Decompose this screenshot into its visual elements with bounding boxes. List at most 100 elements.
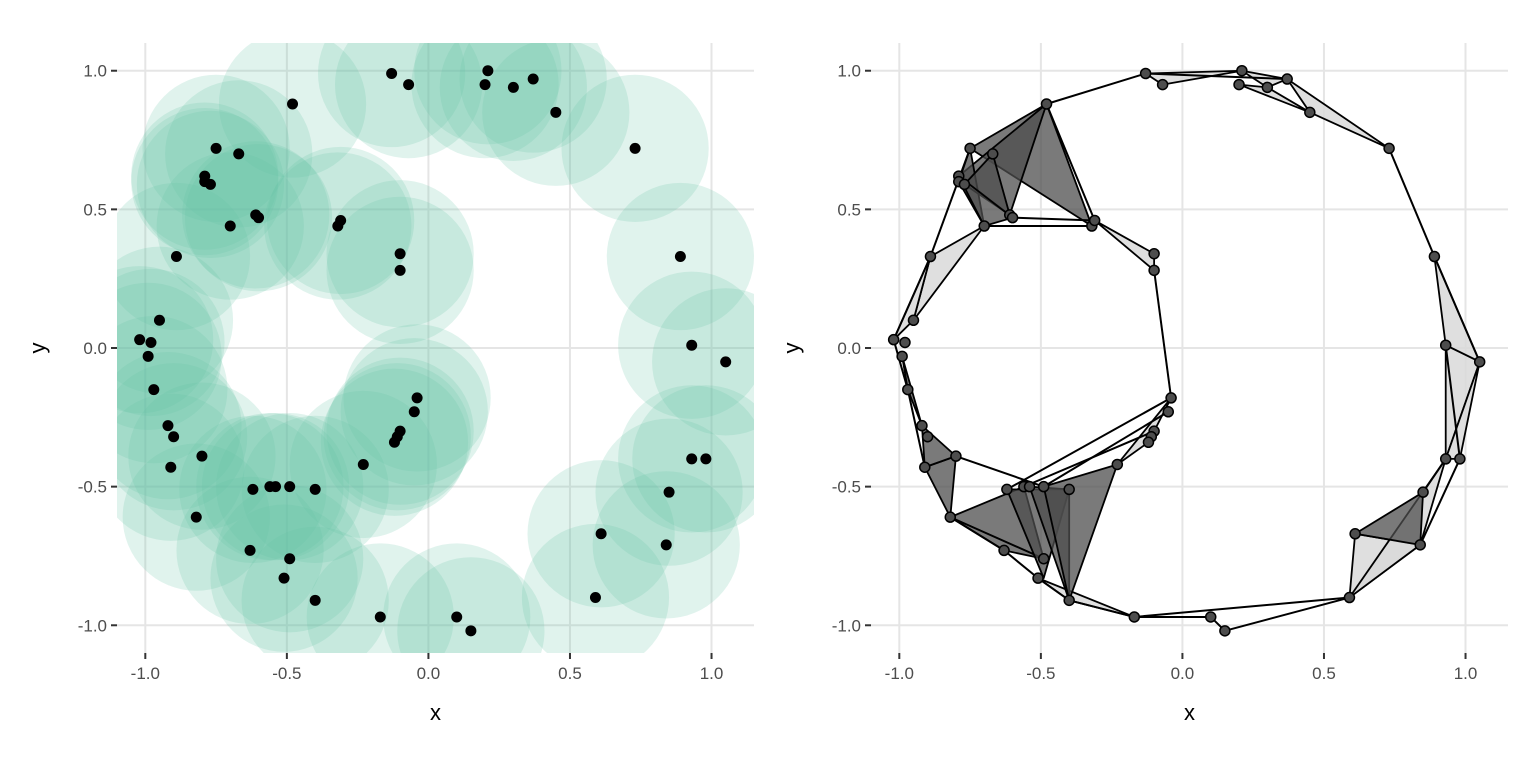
simplex-node [1439,339,1452,351]
left-y-tick-label: 0.5 [83,200,107,219]
right-edges [892,72,1481,632]
data-point [720,356,732,368]
simplex-triangle-light [1093,219,1156,272]
simplex-node [950,450,962,462]
data-point [270,481,282,493]
data-point [142,350,154,362]
simplex-triangle-light [1444,360,1481,460]
coverage-disc [218,43,367,178]
simplex-node [1037,480,1050,493]
right-x-tick-label: 0.0 [1171,664,1195,683]
simplex-edge [929,148,972,257]
left-discs [117,43,754,653]
right-y-axis-title: y [779,343,804,354]
simplex-node [1349,528,1361,540]
simplex-node [1343,591,1356,604]
simplex-node [916,419,928,432]
data-point [374,611,386,623]
simplex-node [1142,436,1155,449]
simplex-node [1162,406,1175,418]
coverage-disc [117,352,242,500]
simplex-node [1032,572,1044,584]
data-point [148,384,160,396]
simplex-node [1156,78,1169,91]
left-x-tick-label: -0.5 [272,664,301,683]
data-point [204,178,216,190]
data-point [394,264,406,276]
simplex-edge [1388,147,1436,257]
data-point [595,528,607,540]
data-point [686,339,698,351]
data-point [233,148,245,160]
coverage-disc [439,43,587,161]
coverage-disc [459,43,607,153]
simplex-node [899,336,911,349]
simplex-node [1128,611,1141,623]
simplex-node [1439,453,1452,465]
simplex-node [1261,81,1274,94]
simplex-edge [1422,458,1447,493]
simplex-triangle-dark [969,103,1093,227]
coverage-disc [318,43,466,148]
data-point [527,73,539,85]
data-point [335,214,347,226]
data-point [394,248,406,260]
simplex-node [1428,250,1441,263]
data-point [253,212,265,224]
simplex-node [1414,539,1426,551]
data-point [168,431,180,443]
left-axes: -1.0 -0.5 0.0 0.5 1.0 -1.0 -0.5 0.0 0.5 1.0 [78,62,724,683]
coverage-disc [411,43,559,159]
right-nodes [887,64,1486,637]
simplex-node [919,461,931,473]
left-x-tick-label: -1.0 [131,664,160,683]
data-point [408,406,420,418]
simplex-node [1281,73,1293,85]
simplex-triangle-dark [957,175,1014,227]
left-x-tick-label: 1.0 [700,664,724,683]
right-y-tick-label: -1.0 [832,616,861,635]
simplex-edge [1046,72,1146,105]
simplex-edge [1068,599,1135,618]
data-point [145,336,157,348]
simplex-node [921,430,934,443]
simplex-edge [1134,596,1350,618]
data-point [686,453,698,465]
simplex-node [1304,106,1316,119]
simplex-edge [1043,410,1169,488]
data-point [165,461,177,473]
simplex-triangle-light [1116,397,1172,466]
simplex-node [1454,453,1466,465]
simplex-edge [1006,397,1172,491]
data-point [162,420,174,432]
simplex-triangle-dark [1042,463,1119,602]
coverage-disc [117,393,245,541]
simplex-node [1111,458,1124,471]
simplex-node [986,148,999,160]
data-point [660,539,672,551]
simplex-node [958,178,971,191]
data-point [357,458,369,470]
data-point [309,594,321,606]
data-point [134,334,146,346]
left-x-axis-title: x [430,700,441,725]
coverage-disc [306,543,454,653]
data-point [224,220,236,232]
simplex-node [1023,480,1036,493]
right-x-tick-label: -0.5 [1026,664,1055,683]
simplex-node [1148,247,1160,260]
simplex-node [1139,67,1152,80]
right-axes: -1.0 -0.5 0.0 0.5 1.0 -1.0 -0.5 0.0 0.5 1.0 [832,62,1478,683]
simplex-node [1037,552,1050,565]
data-point [674,251,686,262]
right-y-tick-label: 0.5 [837,200,861,219]
left-y-tick-label: 1.0 [83,62,107,81]
data-point [507,81,519,93]
data-point [479,79,491,91]
simplex-edge [892,339,909,390]
simplex-edge [1153,270,1173,399]
right-x-tick-label: 0.5 [1312,664,1336,683]
coverage-disc [618,271,754,419]
data-point [247,483,259,495]
